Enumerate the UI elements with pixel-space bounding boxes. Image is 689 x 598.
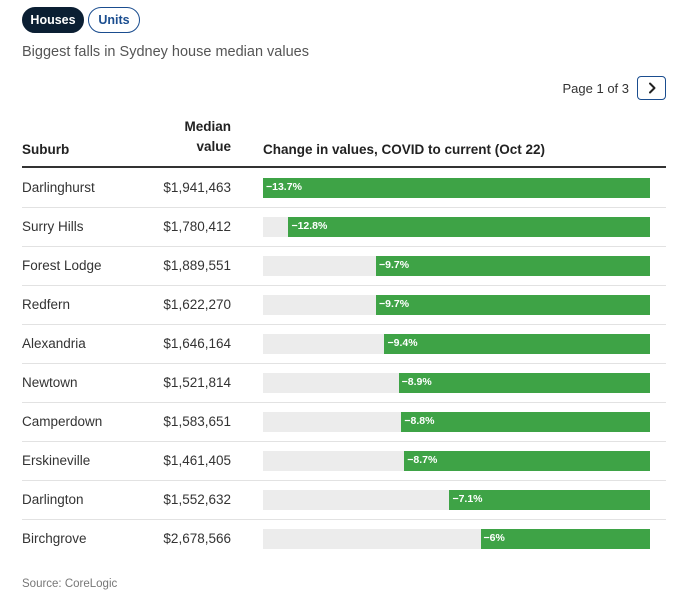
median-value-cell: $1,780,412 <box>163 219 231 234</box>
change-label: −7.1% <box>452 493 483 505</box>
median-value-cell: $1,521,814 <box>163 375 231 390</box>
property-type-tabs: Houses Units <box>22 7 140 33</box>
source-note: Source: CoreLogic <box>22 578 118 590</box>
tab-units[interactable]: Units <box>88 7 140 33</box>
change-bar: −9.4% <box>384 334 650 354</box>
table-row: Birchgrove $2,678,566 −6% <box>22 520 666 559</box>
change-label: −9.7% <box>379 298 410 310</box>
change-bar-track: −6% <box>263 529 650 549</box>
change-label: −9.7% <box>379 259 410 271</box>
change-label: −13.7% <box>266 181 302 193</box>
change-bar: −8.7% <box>404 451 650 471</box>
table-row: Surry Hills $1,780,412 −12.8% <box>22 208 666 247</box>
change-bar-track: −9.7% <box>263 256 650 276</box>
change-bar: −8.9% <box>398 373 650 393</box>
table-row: Darlinghurst $1,941,463 −13.7% <box>22 169 666 208</box>
table-body: Darlinghurst $1,941,463 −13.7% Surry Hills $… <box>22 169 666 559</box>
change-bar-track: −9.4% <box>263 334 650 354</box>
next-page-button[interactable] <box>637 76 666 100</box>
change-bar-track: −8.9% <box>263 373 650 393</box>
table-row: Camperdown $1,583,651 −8.8% <box>22 403 666 442</box>
change-label: −9.4% <box>387 337 418 349</box>
change-bar: −9.7% <box>376 295 650 315</box>
page-indicator: Page 1 of 3 <box>562 80 630 96</box>
change-bar: −6% <box>480 529 650 549</box>
median-value-cell: $1,941,463 <box>163 180 231 195</box>
change-bar-track: −13.7% <box>263 178 650 198</box>
chevron-right-icon <box>648 82 655 94</box>
median-value-cell: $1,622,270 <box>163 297 231 312</box>
change-bar-track: −8.8% <box>263 412 650 432</box>
table-row: Forest Lodge $1,889,551 −9.7% <box>22 247 666 286</box>
suburb-cell: Surry Hills <box>22 219 84 234</box>
table-header: Suburb Median value Change in values, CO… <box>22 118 666 168</box>
pagination: Page 1 of 3 <box>562 76 666 100</box>
suburb-cell: Redfern <box>22 297 71 312</box>
median-value-cell: $1,461,405 <box>163 453 231 468</box>
change-bar-track: −12.8% <box>263 217 650 237</box>
column-header-suburb: Suburb <box>22 142 70 157</box>
column-header-change: Change in values, COVID to current (Oct … <box>263 142 546 157</box>
change-bar: −13.7% <box>263 178 650 198</box>
suburb-cell: Darlington <box>22 492 84 507</box>
change-label: −8.8% <box>404 415 435 427</box>
median-value-cell: $1,583,651 <box>163 414 231 429</box>
change-label: −8.7% <box>407 454 438 466</box>
suburb-cell: Birchgrove <box>22 531 87 546</box>
median-value-cell: $2,678,566 <box>163 531 231 546</box>
suburb-cell: Erskineville <box>22 453 91 468</box>
suburb-cell: Camperdown <box>22 414 103 429</box>
column-header-median-line1: Median <box>184 119 231 134</box>
column-header-median-line2: value <box>196 139 231 154</box>
table-row: Redfern $1,622,270 −9.7% <box>22 286 666 325</box>
suburb-cell: Darlinghurst <box>22 180 95 195</box>
median-value-cell: $1,889,551 <box>163 258 231 273</box>
page-subtitle: Biggest falls in Sydney house median val… <box>22 44 309 60</box>
median-value-cell: $1,646,164 <box>163 336 231 351</box>
table-row: Newtown $1,521,814 −8.9% <box>22 364 666 403</box>
column-header-median-value: Median value <box>157 117 231 157</box>
change-bar-track: −7.1% <box>263 490 650 510</box>
suburb-cell: Alexandria <box>22 336 86 351</box>
change-label: −8.9% <box>401 376 432 388</box>
change-bar: −8.8% <box>401 412 650 432</box>
change-bar: −9.7% <box>376 256 650 276</box>
suburb-cell: Forest Lodge <box>22 258 102 273</box>
table-row: Erskineville $1,461,405 −8.7% <box>22 442 666 481</box>
tab-houses[interactable]: Houses <box>22 7 84 33</box>
change-bar-track: −8.7% <box>263 451 650 471</box>
change-label: −12.8% <box>291 220 328 232</box>
suburb-cell: Newtown <box>22 375 78 390</box>
table-row: Alexandria $1,646,164 −9.4% <box>22 325 666 364</box>
change-bar: −12.8% <box>288 217 650 237</box>
change-bar-track: −9.7% <box>263 295 650 315</box>
change-bar: −7.1% <box>449 490 650 510</box>
table-row: Darlington $1,552,632 −7.1% <box>22 481 666 520</box>
change-label: −6% <box>483 532 505 544</box>
median-value-cell: $1,552,632 <box>163 492 231 507</box>
